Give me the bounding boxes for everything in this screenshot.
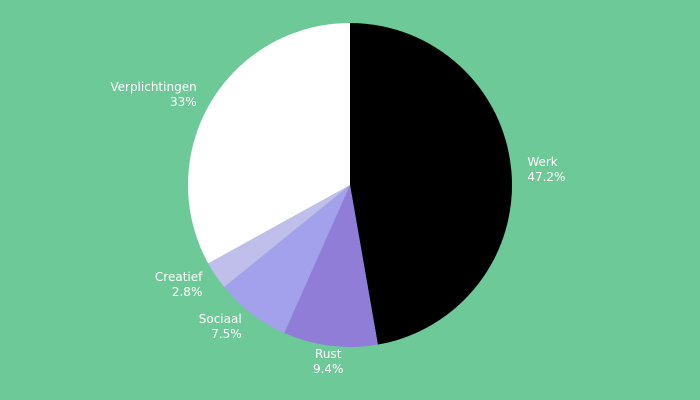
slice-value-label: 9.4% <box>313 362 344 376</box>
pie-slice <box>188 23 350 264</box>
slice-label: Sociaal <box>199 312 242 326</box>
slice-value-label: 2.8% <box>172 285 203 299</box>
pie-slice <box>224 185 350 334</box>
slice-label: Werk <box>527 155 557 169</box>
slice-value-label: 33% <box>170 95 197 109</box>
slice-label: Creatief <box>155 270 203 284</box>
slice-value-label: 7.5% <box>211 327 242 341</box>
slice-value-label: 47.2% <box>527 170 565 184</box>
slice-label: Rust <box>315 347 342 361</box>
slice-label: Verplichtingen <box>110 80 196 94</box>
pie-slice <box>208 185 350 287</box>
pie-slice <box>284 185 378 348</box>
pie-slice <box>350 23 513 345</box>
